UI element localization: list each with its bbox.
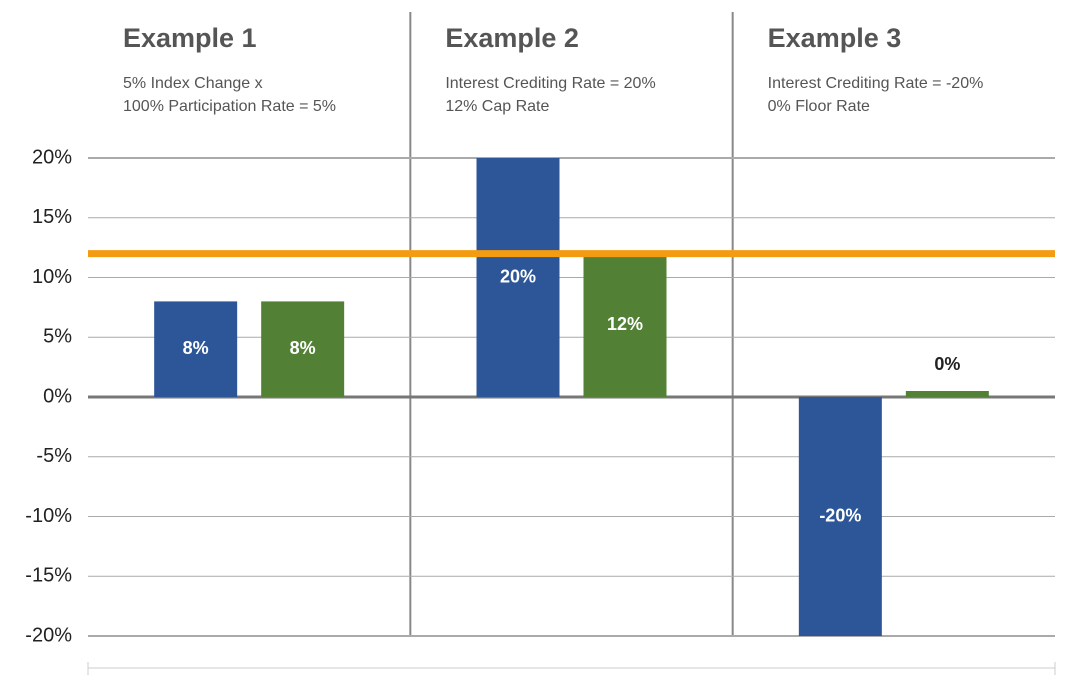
group-note: 12% Cap Rate (445, 98, 549, 115)
value-label: 8% (290, 338, 316, 358)
bar (798, 397, 882, 636)
y-tick-label: -5% (36, 445, 72, 467)
bar (154, 301, 238, 397)
bar (261, 301, 345, 397)
group-note: Interest Crediting Rate = -20% (768, 75, 984, 92)
value-label: 12% (607, 314, 643, 334)
bar (905, 391, 989, 397)
y-tick-label: 10% (32, 266, 72, 288)
group-note: 5% Index Change x (123, 75, 263, 92)
value-label: -20% (819, 505, 861, 525)
y-tick-label: 15% (32, 206, 72, 228)
bar (476, 158, 560, 397)
group-note: Interest Crediting Rate = 20% (445, 75, 655, 92)
y-tick-label: -15% (25, 565, 72, 587)
group-note: 0% Floor Rate (768, 98, 870, 115)
y-tick-label: -20% (25, 624, 72, 646)
y-tick-label: 20% (32, 146, 72, 168)
value-label: 0% (934, 354, 960, 374)
y-tick-label: 0% (43, 385, 72, 407)
y-tick-label: 5% (43, 326, 72, 348)
group-title: Example 3 (768, 23, 902, 53)
group-note: 100% Participation Rate = 5% (123, 98, 336, 115)
y-tick-label: -10% (25, 505, 72, 527)
group-title: Example 1 (123, 23, 257, 53)
value-label: 8% (183, 338, 209, 358)
value-label: 20% (500, 266, 536, 286)
bar (583, 253, 667, 397)
group-title: Example 2 (445, 23, 579, 53)
